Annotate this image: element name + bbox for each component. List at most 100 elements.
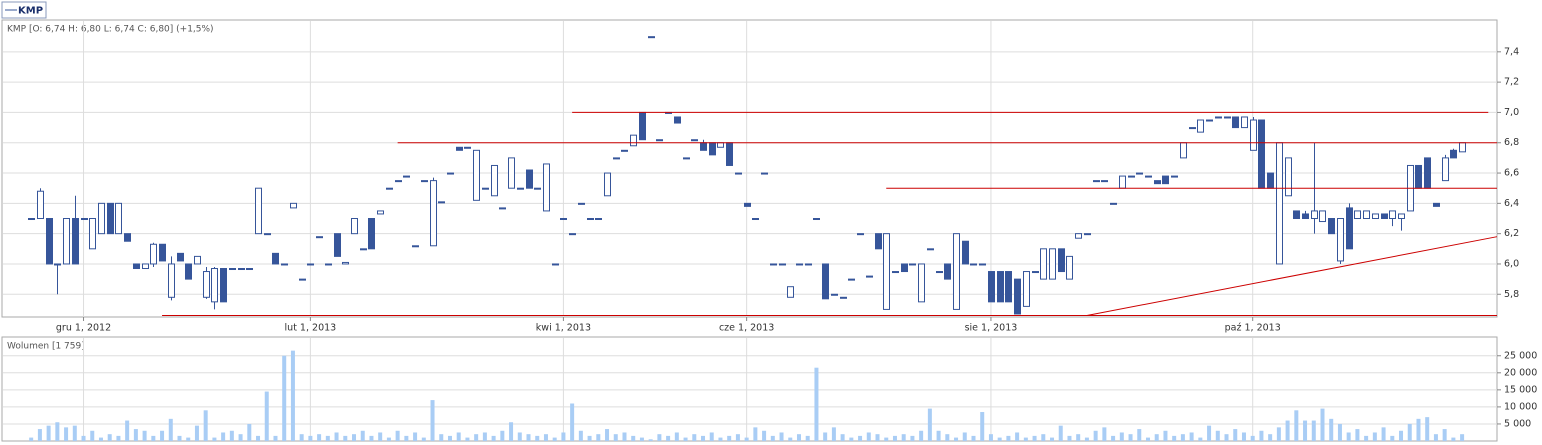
- volume-bar: [273, 435, 278, 441]
- volume-bar: [282, 355, 287, 441]
- candle-body: [430, 180, 437, 247]
- volume-bar: [1102, 427, 1107, 441]
- x-tick-label: cze 1, 2013: [719, 323, 774, 334]
- price-title: KMP [O: 6,74 H: 6,80 L: 6,74 C: 6,80] (+…: [7, 25, 214, 35]
- candle-body: [813, 218, 820, 221]
- volume-bar: [203, 410, 208, 441]
- volume-bar: [692, 434, 697, 441]
- volume-bar: [29, 437, 34, 441]
- candle-body: [796, 263, 803, 266]
- candle-body: [98, 202, 105, 235]
- candle-body: [726, 142, 733, 166]
- candle-body: [290, 202, 297, 209]
- candle-body: [238, 268, 245, 271]
- y-tick-label: 7,2: [1504, 77, 1519, 88]
- volume-bar: [910, 435, 915, 441]
- volume-bar: [1442, 429, 1447, 441]
- candle-body: [395, 180, 402, 183]
- y-tick-label: 6,0: [1504, 258, 1519, 269]
- x-tick-label: paź 1, 2013: [1225, 323, 1281, 334]
- volume-bar: [1372, 432, 1377, 441]
- volume-bar: [858, 435, 863, 441]
- volume-bar: [186, 437, 191, 441]
- volume-bar: [1250, 435, 1255, 441]
- volume-bar: [221, 432, 226, 441]
- candle-body: [709, 142, 716, 156]
- candle-body: [840, 296, 847, 299]
- candle-body: [621, 149, 628, 152]
- volume-bar: [735, 434, 740, 441]
- candle-body: [412, 245, 419, 248]
- candle-body: [1058, 248, 1065, 273]
- volume-bar: [1381, 427, 1386, 441]
- volume-bar: [378, 432, 383, 441]
- volume-bar: [465, 437, 470, 441]
- volume-bar: [1460, 434, 1465, 441]
- volume-bar: [1180, 434, 1185, 441]
- candle-body: [831, 293, 838, 296]
- volume-bar: [343, 435, 348, 441]
- volume-bar: [177, 435, 182, 441]
- volume-bar: [1145, 437, 1150, 441]
- volume-bar: [744, 437, 749, 441]
- candle-body: [1363, 210, 1370, 220]
- candle-body: [761, 172, 768, 175]
- volume-bar: [622, 432, 627, 441]
- candle-body: [1197, 119, 1204, 133]
- candle-body: [28, 218, 35, 221]
- candle-body: [1258, 119, 1265, 189]
- candle-body: [997, 271, 1004, 303]
- candle-body: [1424, 157, 1431, 189]
- candle-body: [770, 263, 777, 266]
- volume-bar: [386, 437, 391, 441]
- volume-bar: [1015, 432, 1020, 441]
- candle-body: [159, 243, 166, 262]
- volume-bar: [683, 437, 688, 441]
- candle-body: [988, 271, 995, 303]
- candle-body: [1005, 271, 1012, 303]
- candle-body: [299, 278, 306, 281]
- volume-bar: [133, 429, 138, 441]
- volume-bar: [1215, 430, 1220, 441]
- volume-bar: [1137, 429, 1142, 441]
- candle-body: [639, 111, 646, 141]
- candle-body: [1232, 116, 1239, 129]
- volume-bar: [55, 422, 60, 441]
- volume-bar: [788, 437, 793, 441]
- x-tick-label: gru 1, 2012: [56, 323, 111, 334]
- y-tick-label: 5,8: [1504, 289, 1519, 300]
- volume-bar: [936, 430, 941, 441]
- volume-bar: [194, 425, 199, 441]
- candle-body: [1145, 175, 1152, 178]
- candle-body: [334, 233, 341, 257]
- volume-bar: [1311, 420, 1316, 441]
- volume-bar: [500, 430, 505, 441]
- candle-body: [857, 233, 864, 236]
- candle-body: [89, 218, 96, 250]
- volume-bar: [1032, 435, 1037, 441]
- candle-body: [569, 233, 576, 236]
- candle-body: [1415, 164, 1422, 189]
- volume-bar: [884, 437, 889, 441]
- legend-tab[interactable]: [1, 1, 47, 19]
- candle-body: [656, 139, 663, 142]
- candle-body: [936, 271, 943, 274]
- candle-body: [1241, 116, 1248, 129]
- candle-body: [1101, 180, 1108, 183]
- volume-bar: [1303, 420, 1308, 441]
- y-tick-label: 20 000: [1504, 367, 1537, 378]
- volume-bar: [142, 430, 147, 441]
- volume-bar: [762, 430, 767, 441]
- candle-body: [848, 278, 855, 281]
- candle-body: [1328, 218, 1335, 235]
- candle-body: [264, 233, 271, 236]
- volume-bar: [1276, 427, 1281, 441]
- candle-body: [735, 172, 742, 175]
- volume-bar: [1154, 434, 1159, 441]
- x-tick-label: lut 1, 2013: [285, 323, 337, 334]
- candle-body: [246, 268, 253, 271]
- candle-body: [1075, 233, 1082, 239]
- candle-body: [1066, 255, 1073, 280]
- y-tick-label: 7,4: [1504, 46, 1519, 57]
